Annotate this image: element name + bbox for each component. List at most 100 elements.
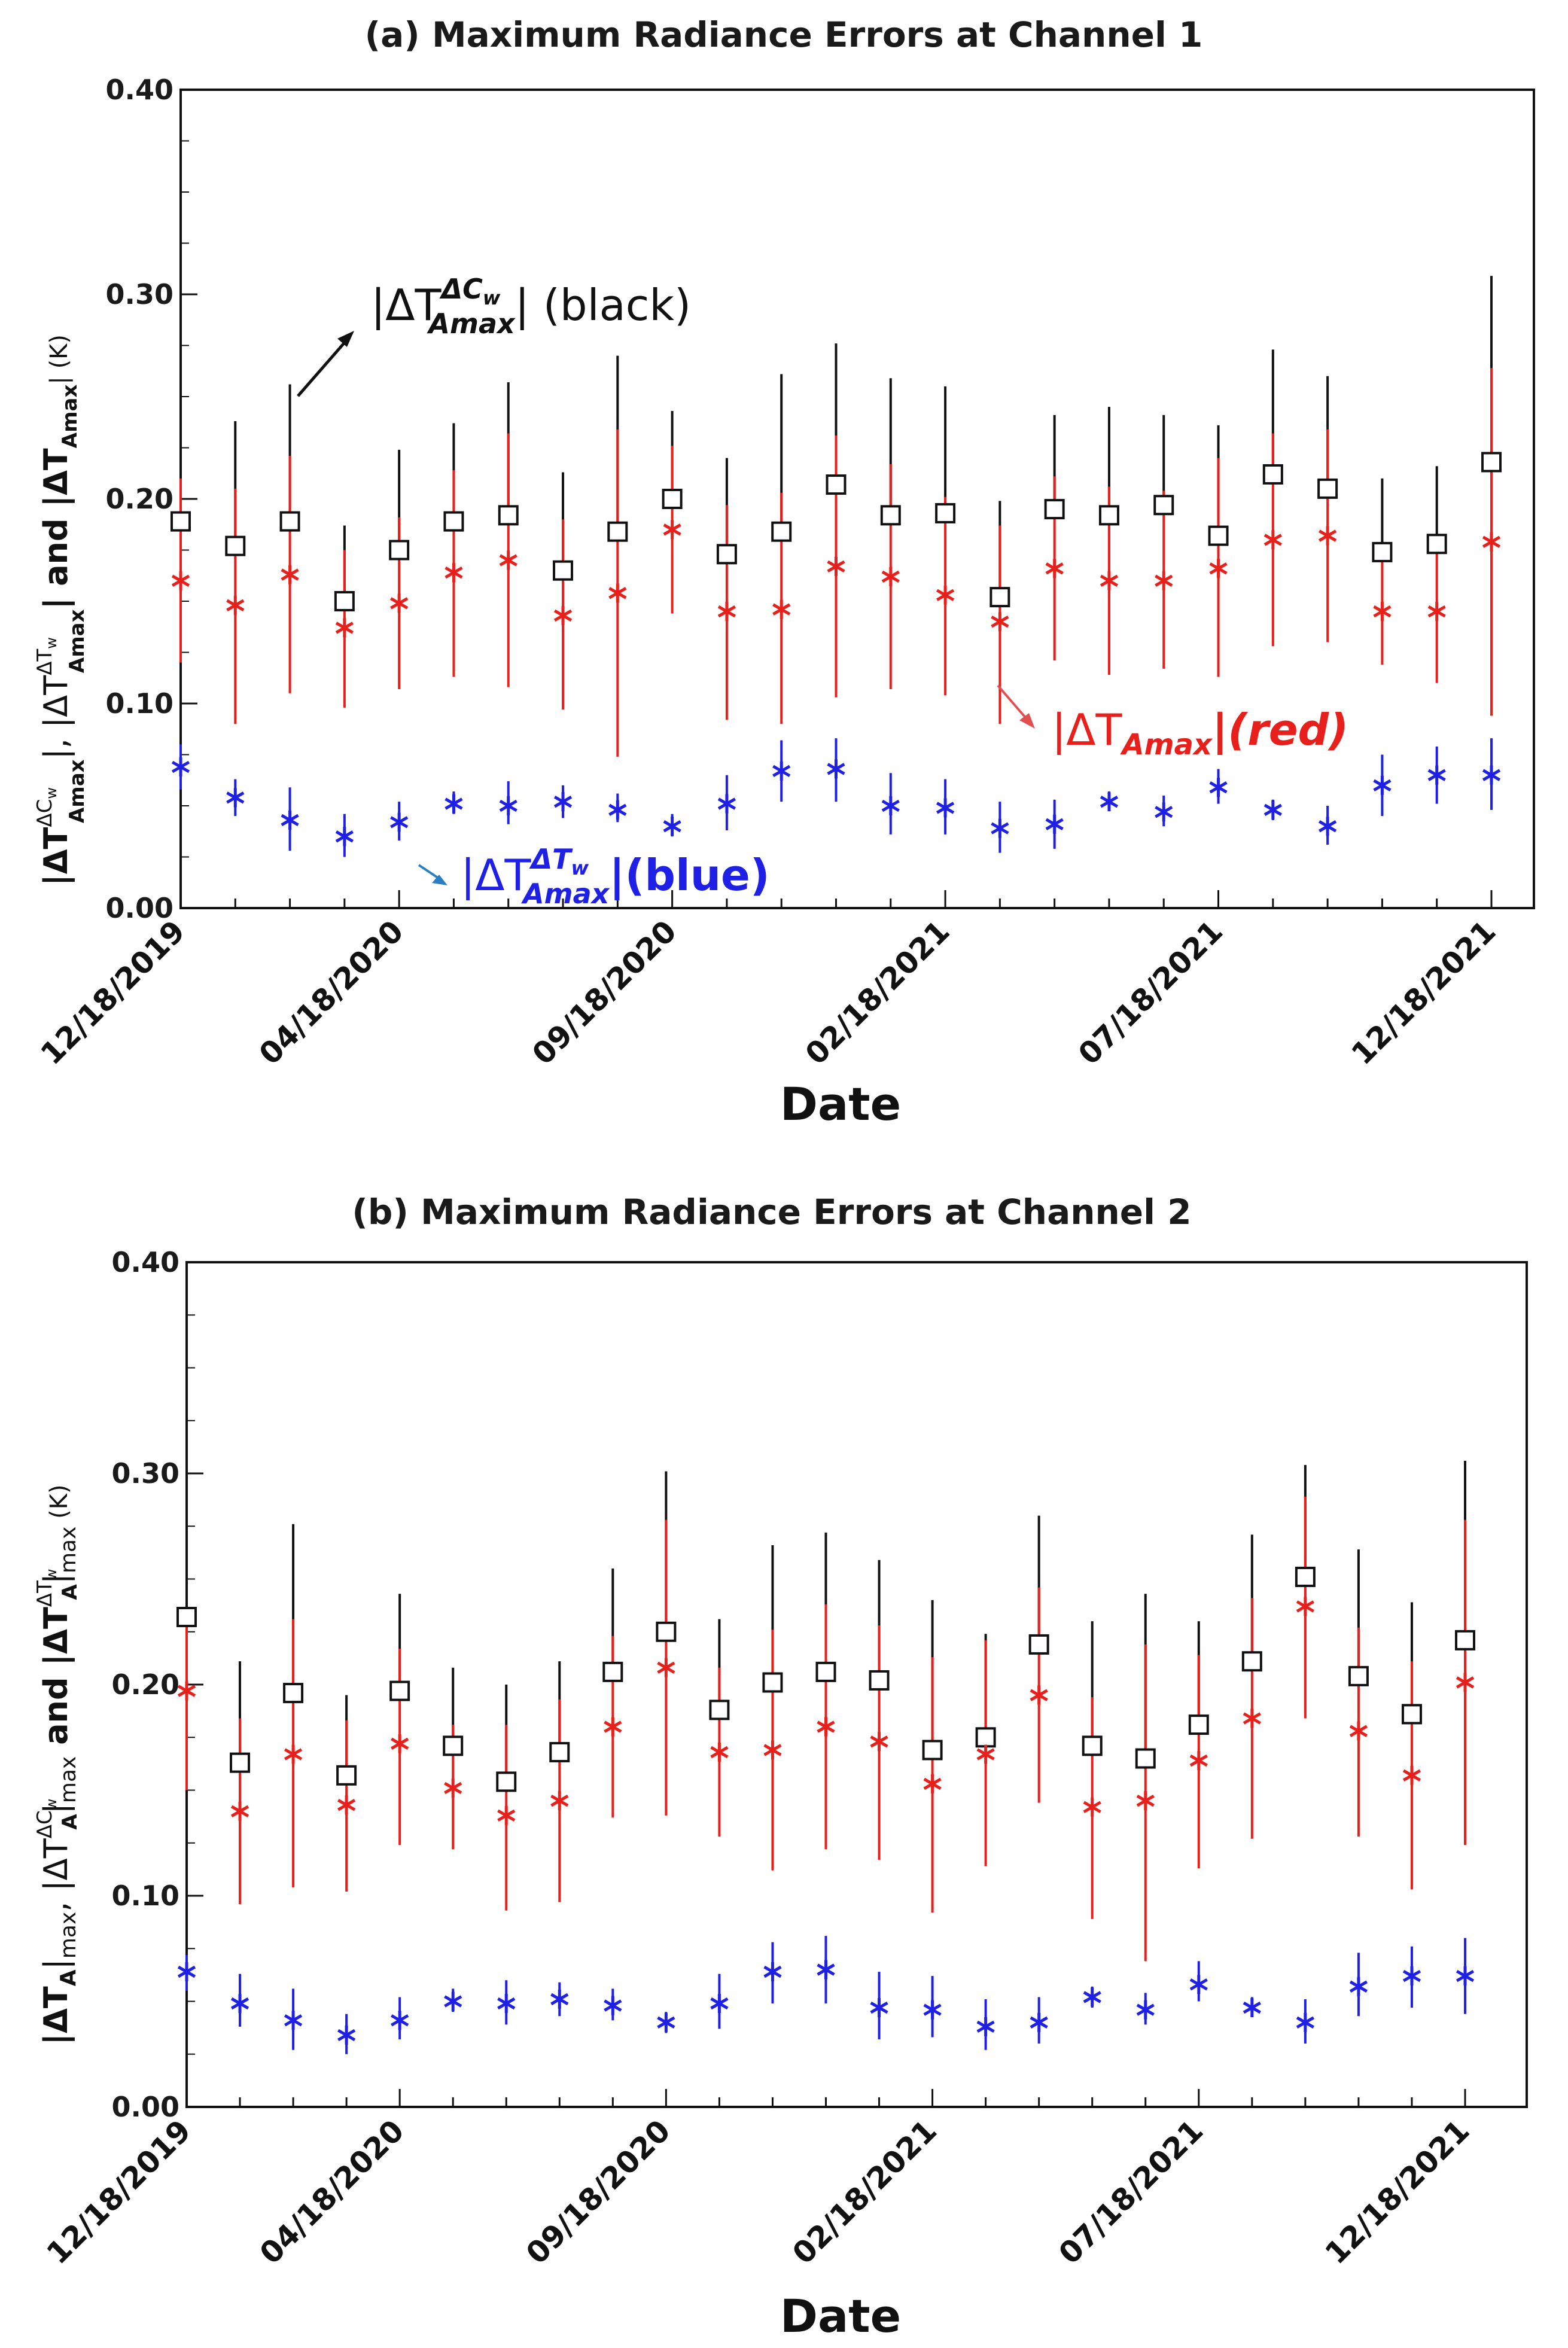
blue-star-point	[936, 798, 955, 818]
blue-star-point	[657, 2012, 675, 2032]
black-square-point	[880, 505, 901, 526]
blue-star-point	[923, 2000, 942, 2020]
black-square-point	[279, 511, 300, 532]
red-star-point	[553, 605, 573, 625]
annotation-red: |ΔTAmax|(red)	[997, 684, 1348, 762]
blue-star-point	[1456, 1966, 1475, 1986]
chart-panel-a: (a) Maximum Radiance Errors at Channel 1…	[33, 14, 1535, 1131]
blue-star-point	[663, 817, 681, 836]
black-square-point	[989, 587, 1010, 608]
blue-star-point	[226, 788, 245, 808]
red-star-point	[1045, 559, 1064, 578]
black-square-point	[336, 1765, 357, 1786]
red-star-point	[444, 563, 463, 583]
blue-star-point	[1263, 800, 1282, 820]
black-square-point	[935, 503, 956, 523]
x-tick-label: 12/18/2021	[1319, 2113, 1476, 2271]
plot-frame-b	[185, 1261, 1528, 2108]
y-axis-label-a: |ΔTΔCw Amax|, |ΔTΔTw Amax| and |ΔTAmax| (K…	[33, 334, 89, 886]
red-star-point	[1136, 1791, 1155, 1811]
blue-star-point	[1136, 2000, 1155, 2020]
blue-star-point	[390, 812, 409, 832]
blue-star-point	[772, 761, 791, 781]
blue-star-point	[177, 1962, 196, 1982]
black-square-point	[496, 1771, 517, 1792]
red-star-point	[936, 585, 955, 605]
red-star-point	[772, 599, 791, 619]
black-square-point	[389, 540, 410, 561]
y-axis-ticks-b: 0.00 0.10 0.20 0.30 0.40	[112, 1246, 203, 2123]
y-tick-label: 0.40	[112, 1246, 180, 1278]
blue-star-point	[171, 757, 190, 777]
y-tick-label: 0.40	[106, 74, 174, 106]
red-star-point	[1482, 532, 1501, 552]
black-square-point	[1135, 1748, 1156, 1769]
y-tick-label: 0.10	[112, 1880, 180, 1912]
blue-star-point	[1155, 802, 1173, 822]
red-star-point	[497, 1805, 516, 1825]
black-square-point	[1082, 1735, 1103, 1756]
x-tick-label: 04/18/2020	[252, 913, 410, 1071]
black-square-point	[334, 591, 355, 611]
blue-star-point	[1083, 1987, 1101, 2007]
red-star-point	[976, 1744, 995, 1764]
red-star-point	[608, 583, 627, 603]
blue-star-point	[499, 796, 517, 815]
black-square-point	[709, 1700, 730, 1720]
black-square-point	[1208, 525, 1229, 546]
x-tick-label: 09/18/2020	[525, 913, 683, 1071]
blue-star-point	[1319, 817, 1337, 836]
blue-star-point	[604, 1996, 622, 2015]
black-square-point	[549, 1741, 570, 1762]
blue-star-point	[497, 1994, 516, 2014]
blue-star-point	[444, 1991, 462, 2011]
black-square-point	[975, 1727, 996, 1748]
black-square-point	[498, 505, 519, 526]
blue-star-point	[1189, 1975, 1208, 1994]
black-square-point	[1188, 1714, 1209, 1735]
black-square-point	[1426, 534, 1447, 555]
blue-star-point	[1402, 1966, 1421, 1986]
x-tick-label: 07/18/2021	[1052, 2113, 1210, 2271]
black-square-point	[1262, 464, 1283, 485]
y-tick-label: 0.00	[112, 2091, 180, 2123]
blue-star-point	[1030, 2012, 1048, 2032]
red-star-point	[444, 1778, 462, 1798]
black-square-point	[283, 1683, 304, 1704]
y-tick-label: 0.30	[112, 1457, 180, 1490]
blue-star-point	[1427, 765, 1446, 785]
blue-star-point	[710, 1994, 729, 2014]
red-star-point	[710, 1742, 729, 1762]
red-star-point	[1296, 1597, 1314, 1616]
y-tick-label: 0.10	[106, 687, 174, 720]
x-tick-label: 07/18/2021	[1071, 913, 1229, 1071]
red-star-point	[226, 595, 245, 615]
red-star-point	[1209, 559, 1228, 578]
red-star-point	[1189, 1751, 1208, 1771]
red-star-point	[923, 1774, 942, 1793]
y-axis-label-b: |ΔTA|max, |ΔTΔCwA|max and |ΔTΔTwA|max (K…	[33, 1484, 82, 2045]
black-square-point	[1401, 1704, 1422, 1725]
red-star-point	[827, 556, 845, 576]
blue-star-point	[608, 800, 627, 820]
blue-star-point	[444, 794, 463, 814]
red-star-point	[1319, 526, 1337, 546]
black-square-point	[602, 1661, 623, 1682]
data-marks-b	[176, 1460, 1475, 2054]
red-star-point	[281, 565, 299, 584]
red-star-point	[817, 1717, 835, 1737]
red-star-point	[337, 1795, 356, 1815]
x-axis-ticks-a: 12/18/2019 04/18/2020 09/18/2020 02/18/2021…	[34, 890, 1502, 1071]
y-tick-label: 0.20	[106, 483, 174, 515]
black-square-point	[1153, 495, 1174, 516]
plot-frame-a	[179, 89, 1535, 909]
black-square-point	[1241, 1651, 1262, 1672]
blue-star-point	[763, 1962, 782, 1982]
blue-star-point	[391, 2011, 409, 2030]
red-star-point	[991, 612, 1009, 632]
black-square-point	[1481, 452, 1502, 473]
black-square-point	[230, 1752, 251, 1773]
blue-star-point	[1243, 1998, 1261, 2018]
chart-panel-b: (b) Maximum Radiance Errors at Channel 2…	[33, 1192, 1528, 2343]
